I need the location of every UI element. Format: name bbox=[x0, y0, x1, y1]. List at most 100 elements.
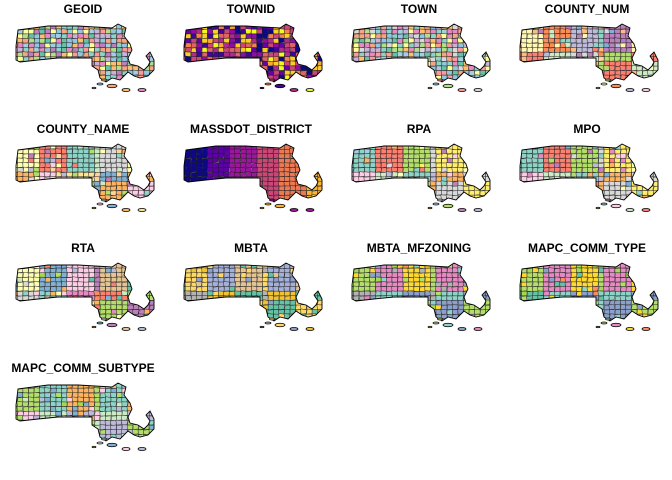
town-polygon bbox=[61, 153, 68, 160]
town-polygon bbox=[28, 37, 36, 44]
town-polygon bbox=[548, 300, 556, 306]
town-polygon bbox=[300, 167, 308, 173]
town-polygon bbox=[132, 286, 139, 292]
town-polygon bbox=[121, 199, 129, 202]
town-polygon bbox=[424, 276, 432, 283]
town-polygon bbox=[375, 166, 383, 173]
town-polygon bbox=[234, 38, 242, 44]
town-polygon bbox=[201, 304, 209, 310]
town-polygon bbox=[358, 162, 365, 168]
town-polygon bbox=[391, 176, 398, 183]
town-polygon bbox=[520, 308, 522, 315]
town-polygon bbox=[386, 42, 393, 48]
town-polygon bbox=[570, 74, 577, 81]
town-polygon bbox=[223, 199, 230, 202]
town-polygon bbox=[55, 24, 62, 25]
town-polygon bbox=[491, 314, 494, 319]
town-polygon bbox=[83, 176, 90, 182]
town-polygon bbox=[223, 281, 230, 287]
town-polygon bbox=[659, 181, 662, 186]
town-polygon bbox=[294, 318, 302, 321]
town-polygon bbox=[207, 60, 214, 67]
town-polygon bbox=[60, 69, 68, 76]
town-polygon bbox=[592, 281, 599, 287]
town-polygon bbox=[17, 24, 24, 25]
town-polygon bbox=[218, 313, 225, 320]
town-polygon bbox=[352, 60, 355, 67]
town-polygon bbox=[653, 74, 658, 81]
town-polygon bbox=[155, 204, 158, 209]
town-polygon bbox=[240, 194, 247, 201]
island bbox=[289, 88, 299, 92]
town-polygon bbox=[659, 149, 662, 154]
town-polygon bbox=[317, 194, 322, 201]
town-polygon bbox=[581, 28, 588, 35]
town-polygon bbox=[652, 144, 658, 146]
town-polygon bbox=[408, 189, 415, 196]
town-polygon bbox=[457, 185, 464, 191]
town-polygon bbox=[632, 84, 638, 89]
town-polygon bbox=[72, 69, 79, 76]
town-polygon bbox=[620, 70, 627, 76]
town-polygon bbox=[520, 185, 528, 192]
town-polygon bbox=[223, 263, 230, 269]
town-polygon bbox=[570, 47, 577, 53]
town-polygon bbox=[408, 277, 415, 283]
town-polygon bbox=[323, 43, 326, 48]
town-polygon bbox=[380, 46, 387, 53]
town-polygon bbox=[82, 318, 90, 321]
town-polygon bbox=[570, 148, 577, 155]
town-polygon bbox=[241, 204, 247, 209]
town-polygon bbox=[22, 65, 29, 71]
island bbox=[106, 203, 118, 209]
town-polygon bbox=[155, 38, 158, 43]
town-polygon bbox=[446, 60, 453, 67]
town-polygon bbox=[653, 194, 658, 201]
town-polygon bbox=[115, 162, 123, 168]
town-polygon bbox=[121, 171, 128, 178]
town-polygon bbox=[636, 176, 644, 182]
town-polygon bbox=[196, 299, 203, 306]
town-polygon bbox=[474, 309, 481, 315]
town-polygon bbox=[185, 190, 193, 196]
town-polygon bbox=[641, 294, 649, 301]
town-polygon bbox=[591, 148, 599, 155]
town-polygon bbox=[653, 24, 658, 30]
town-polygon bbox=[586, 286, 594, 292]
town-polygon bbox=[385, 318, 393, 321]
town-polygon bbox=[418, 185, 426, 191]
town-polygon bbox=[196, 65, 204, 71]
town-polygon bbox=[283, 60, 291, 67]
town-polygon bbox=[22, 263, 30, 264]
town-polygon bbox=[620, 84, 626, 89]
town-polygon bbox=[485, 37, 490, 44]
town-polygon bbox=[49, 144, 57, 150]
town-polygon bbox=[278, 199, 285, 202]
town-polygon bbox=[520, 33, 528, 39]
town-polygon bbox=[586, 60, 594, 67]
town-polygon bbox=[526, 313, 533, 320]
town-polygon bbox=[149, 144, 154, 150]
town-polygon bbox=[575, 167, 583, 173]
town-polygon bbox=[44, 304, 51, 311]
town-polygon bbox=[376, 323, 382, 328]
town-polygon bbox=[463, 144, 470, 150]
town-polygon bbox=[71, 74, 79, 81]
town-polygon bbox=[93, 299, 101, 306]
town-polygon bbox=[300, 42, 307, 48]
town-polygon bbox=[353, 194, 360, 201]
island bbox=[442, 203, 454, 209]
town-polygon bbox=[391, 185, 398, 191]
town-polygon bbox=[229, 190, 236, 196]
town-polygon bbox=[391, 148, 399, 155]
town-polygon bbox=[358, 309, 366, 315]
town-polygon bbox=[184, 144, 186, 146]
town-polygon bbox=[570, 318, 578, 321]
town-polygon bbox=[234, 181, 241, 187]
town-polygon bbox=[397, 56, 404, 62]
town-polygon bbox=[608, 24, 616, 30]
town-polygon bbox=[435, 263, 442, 269]
town-polygon bbox=[642, 28, 649, 35]
town-polygon bbox=[223, 61, 230, 67]
town-polygon bbox=[565, 33, 572, 39]
